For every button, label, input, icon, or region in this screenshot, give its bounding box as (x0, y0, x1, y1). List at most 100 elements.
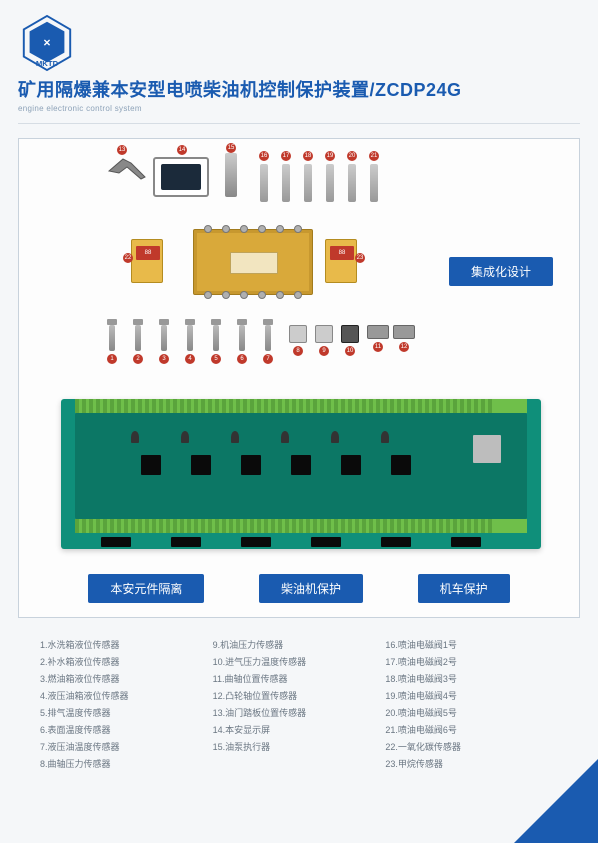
component-10: 10 (341, 325, 359, 356)
legend-col-1: 1.水洗箱液位传感器 2.补水箱液位传感器 3.燃油箱液位传感器 4.液压油箱液位传感… (40, 638, 213, 774)
badge-diesel-protect: 柴油机保护 (259, 574, 363, 603)
component-17-injector: 17 (281, 151, 291, 202)
brand-logo: ✕ MKTD (18, 14, 76, 72)
corner-decoration (514, 759, 598, 843)
tag-14: 14 (177, 145, 187, 155)
legend-item: 16.喷油电磁阀1号 (385, 638, 558, 651)
component-22-module: 88 (131, 239, 163, 283)
legend-item: 9.机油压力传感器 (213, 638, 386, 651)
title-main: 矿用隔爆兼本安型电喷柴油机控制保护装置 (18, 80, 370, 100)
legend-item: 6.表面温度传感器 (40, 723, 213, 736)
legend-item: 7.液压油温度传感器 (40, 740, 213, 753)
legend-item: 5.排气温度传感器 (40, 706, 213, 719)
cube-icon (315, 325, 333, 343)
component-3: 3 (159, 325, 169, 364)
component-8: 8 (289, 325, 307, 356)
component-2: 2 (133, 325, 143, 364)
legend-item: 18.喷油电磁阀3号 (385, 672, 558, 685)
cube-icon (289, 325, 307, 343)
svg-text:MKTD: MKTD (36, 59, 59, 68)
pcb-board (61, 399, 541, 549)
tag-22: 22 (123, 253, 133, 263)
cube-dark-icon (341, 325, 359, 343)
page-title-block: 矿用隔爆兼本安型电喷柴油机控制保护装置/ZCDP24G engine elect… (0, 76, 598, 113)
legend-item: 4.液压油箱液位传感器 (40, 689, 213, 702)
sensor-rod-icon (187, 325, 193, 351)
controller-label (230, 252, 278, 274)
pcb-terminal-bottom (75, 519, 527, 533)
component-1: 1 (107, 325, 117, 364)
legend-col-3: 16.喷油电磁阀1号17.喷油电磁阀2号18.喷油电磁阀3号19.喷油电磁阀4号… (385, 638, 558, 774)
component-5: 5 (211, 325, 221, 364)
component-15-connector (225, 153, 237, 197)
tag-6: 6 (237, 354, 247, 364)
component-4: 4 (185, 325, 195, 364)
tag-8: 8 (293, 346, 303, 356)
header: ✕ MKTD (0, 0, 598, 76)
tag-19: 19 (325, 151, 335, 161)
injector-body-icon (348, 164, 356, 202)
component-13-clip (107, 153, 147, 181)
sensor-rod-icon (239, 325, 245, 351)
component-23-module: 88 (325, 239, 357, 283)
component-12: 12 (393, 325, 415, 352)
component-16-injector: 16 (259, 151, 269, 202)
page-title: 矿用隔爆兼本安型电喷柴油机控制保护装置/ZCDP24G (18, 76, 580, 102)
tag-5: 5 (211, 354, 221, 364)
component-18-injector: 18 (303, 151, 313, 202)
component-19-injector: 19 (325, 151, 335, 202)
injector-body-icon (326, 164, 334, 202)
component-6: 6 (237, 325, 247, 364)
tag-9: 9 (319, 346, 329, 356)
legend-item: 21.喷油电磁阀6号 (385, 723, 558, 736)
wideplug-icon (393, 325, 415, 339)
component-14-display (153, 157, 209, 197)
injector-body-icon (370, 164, 378, 202)
legend-item: 2.补水箱液位传感器 (40, 655, 213, 668)
svg-text:✕: ✕ (43, 38, 51, 49)
sensor-rod-icon (135, 325, 141, 351)
legend-item: 12.凸轮轴位置传感器 (213, 689, 386, 702)
tag-21: 21 (369, 151, 379, 161)
tag-2: 2 (133, 354, 143, 364)
legend-item: 15.油泵执行器 (213, 740, 386, 753)
legend-item: 1.水洗箱液位传感器 (40, 638, 213, 651)
legend-item: 13.油门踏板位置传感器 (213, 706, 386, 719)
system-diagram: 13 14 15 161718192021 88 22 88 23 123456… (18, 138, 580, 618)
sensor-rod-icon (213, 325, 219, 351)
sensor-rod-icon (161, 325, 167, 351)
legend-item: 22.一氧化碳传感器 (385, 740, 558, 753)
tag-13: 13 (117, 145, 127, 155)
tag-17: 17 (281, 151, 291, 161)
wideplug-icon (367, 325, 389, 339)
injector-body-icon (282, 164, 290, 202)
legend-col-2: 9.机油压力传感器10.进气压力温度传感器11.曲轴位置传感器12.凸轮轴位置传… (213, 638, 386, 774)
component-7: 7 (263, 325, 273, 364)
tag-16: 16 (259, 151, 269, 161)
legend-item: 20.喷油电磁阀5号 (385, 706, 558, 719)
component-21-injector: 21 (369, 151, 379, 202)
injector-body-icon (260, 164, 268, 202)
legend-item: 3.燃油箱液位传感器 (40, 672, 213, 685)
tag-11: 11 (373, 342, 383, 352)
sensor-rod-icon (265, 325, 271, 351)
controller-unit (193, 229, 313, 295)
component-9: 9 (315, 325, 333, 356)
module-screen: 88 (330, 246, 354, 260)
divider (18, 123, 580, 124)
page-subtitle: engine electronic control system (18, 104, 580, 113)
legend-item: 11.曲轴位置传感器 (213, 672, 386, 685)
badge-isolation: 本安元件隔离 (88, 574, 204, 603)
tag-4: 4 (185, 354, 195, 364)
legend-item: 19.喷油电磁阀4号 (385, 689, 558, 702)
pcb-terminal-top (75, 399, 527, 413)
tag-7: 7 (263, 354, 273, 364)
title-model: /ZCDP24G (370, 80, 462, 100)
component-11: 11 (367, 325, 389, 352)
component-20-injector: 20 (347, 151, 357, 202)
badge-locomotive-protect: 机车保护 (418, 574, 510, 603)
tag-18: 18 (303, 151, 313, 161)
badge-integrated-design: 集成化设计 (449, 257, 553, 286)
legend: 1.水洗箱液位传感器 2.补水箱液位传感器 3.燃油箱液位传感器 4.液压油箱液位传感… (0, 628, 598, 774)
tag-23: 23 (355, 253, 365, 263)
